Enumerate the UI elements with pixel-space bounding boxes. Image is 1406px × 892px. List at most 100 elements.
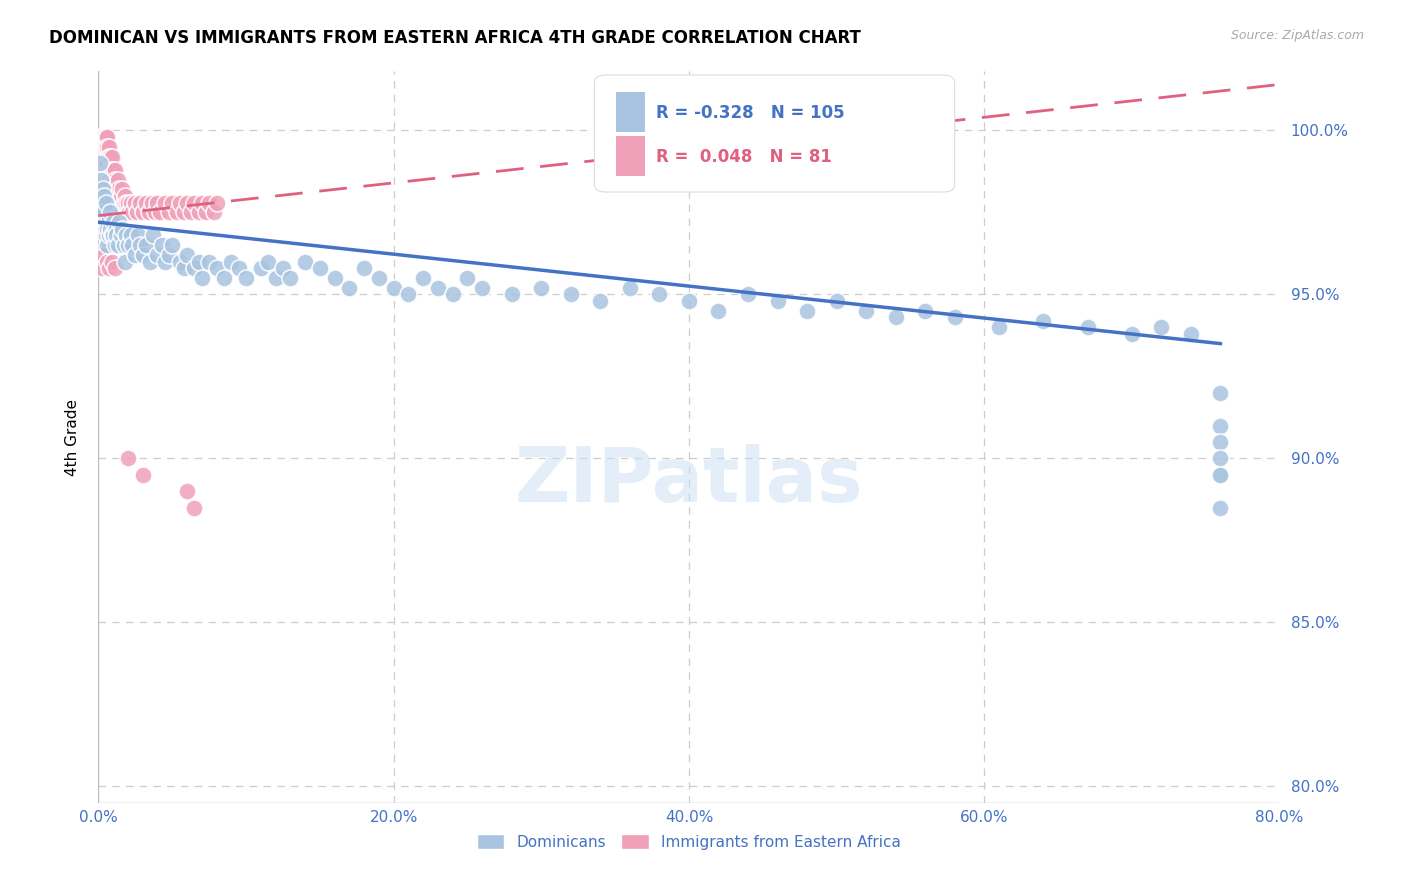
- Point: [1209, 435, 1232, 450]
- Point: [132, 467, 155, 482]
- Point: [339, 281, 361, 295]
- Point: [457, 271, 479, 285]
- Point: [825, 293, 848, 308]
- Point: [146, 248, 169, 262]
- Point: [97, 150, 120, 164]
- Point: [228, 261, 250, 276]
- Point: [94, 130, 117, 145]
- Point: [796, 303, 818, 318]
- Point: [93, 156, 115, 170]
- Point: [766, 293, 789, 308]
- Point: [560, 287, 582, 301]
- Point: [146, 195, 169, 210]
- Point: [183, 195, 205, 210]
- Point: [111, 222, 134, 236]
- Point: [169, 254, 191, 268]
- Point: [398, 287, 420, 301]
- Point: [1150, 320, 1173, 334]
- Point: [235, 271, 257, 285]
- Point: [96, 156, 118, 170]
- Point: [250, 261, 273, 276]
- Legend: Dominicans, Immigrants from Eastern Africa: Dominicans, Immigrants from Eastern Afri…: [470, 826, 908, 857]
- Point: [132, 205, 155, 219]
- Point: [678, 293, 700, 308]
- Point: [855, 303, 877, 318]
- Point: [100, 150, 122, 164]
- Point: [94, 248, 117, 262]
- Point: [1209, 385, 1232, 400]
- Point: [97, 140, 120, 154]
- Y-axis label: 4th Grade: 4th Grade: [65, 399, 80, 475]
- Point: [124, 195, 146, 210]
- Point: [94, 156, 117, 170]
- Point: [1209, 451, 1232, 466]
- Point: [173, 205, 195, 219]
- Point: [93, 222, 115, 236]
- Point: [114, 254, 136, 268]
- Point: [100, 162, 122, 177]
- Point: [94, 195, 117, 210]
- Point: [176, 248, 198, 262]
- Point: [121, 238, 143, 252]
- Point: [90, 140, 112, 154]
- Point: [309, 261, 332, 276]
- Point: [91, 254, 114, 268]
- Point: [187, 254, 209, 268]
- Point: [162, 195, 183, 210]
- Point: [120, 228, 142, 243]
- Point: [353, 261, 375, 276]
- Point: [97, 228, 120, 243]
- Point: [135, 195, 157, 210]
- Point: [183, 500, 205, 515]
- Point: [90, 261, 112, 276]
- Point: [157, 248, 180, 262]
- Point: [294, 254, 316, 268]
- Point: [93, 130, 115, 145]
- Point: [107, 172, 129, 186]
- Point: [115, 228, 138, 243]
- Point: [191, 271, 214, 285]
- Point: [97, 162, 120, 177]
- Point: [98, 162, 121, 177]
- Point: [153, 195, 176, 210]
- Point: [427, 281, 450, 295]
- FancyBboxPatch shape: [595, 75, 955, 192]
- Point: [127, 228, 149, 243]
- Point: [943, 310, 966, 325]
- Point: [94, 140, 117, 154]
- Point: [105, 228, 128, 243]
- Point: [1209, 467, 1232, 482]
- Point: [162, 238, 183, 252]
- Text: Source: ZipAtlas.com: Source: ZipAtlas.com: [1230, 29, 1364, 42]
- Point: [271, 261, 294, 276]
- Point: [96, 238, 118, 252]
- Point: [91, 140, 114, 154]
- Point: [110, 228, 132, 243]
- Point: [280, 271, 302, 285]
- Point: [120, 195, 142, 210]
- Point: [100, 228, 122, 243]
- Point: [91, 130, 114, 145]
- Point: [121, 205, 143, 219]
- Point: [110, 238, 132, 252]
- Point: [98, 222, 121, 236]
- Point: [157, 205, 180, 219]
- Point: [112, 238, 135, 252]
- Point: [884, 310, 907, 325]
- Point: [1077, 320, 1099, 334]
- Point: [93, 205, 115, 219]
- Point: [368, 271, 391, 285]
- Point: [108, 182, 131, 196]
- Point: [501, 287, 523, 301]
- Point: [412, 271, 434, 285]
- Text: R = -0.328   N = 105: R = -0.328 N = 105: [655, 104, 845, 122]
- Point: [97, 211, 120, 226]
- Point: [94, 215, 117, 229]
- Point: [205, 195, 228, 210]
- Point: [1209, 467, 1232, 482]
- Point: [198, 254, 221, 268]
- Point: [198, 195, 221, 210]
- Point: [141, 195, 163, 210]
- Point: [96, 222, 118, 236]
- Point: [149, 205, 172, 219]
